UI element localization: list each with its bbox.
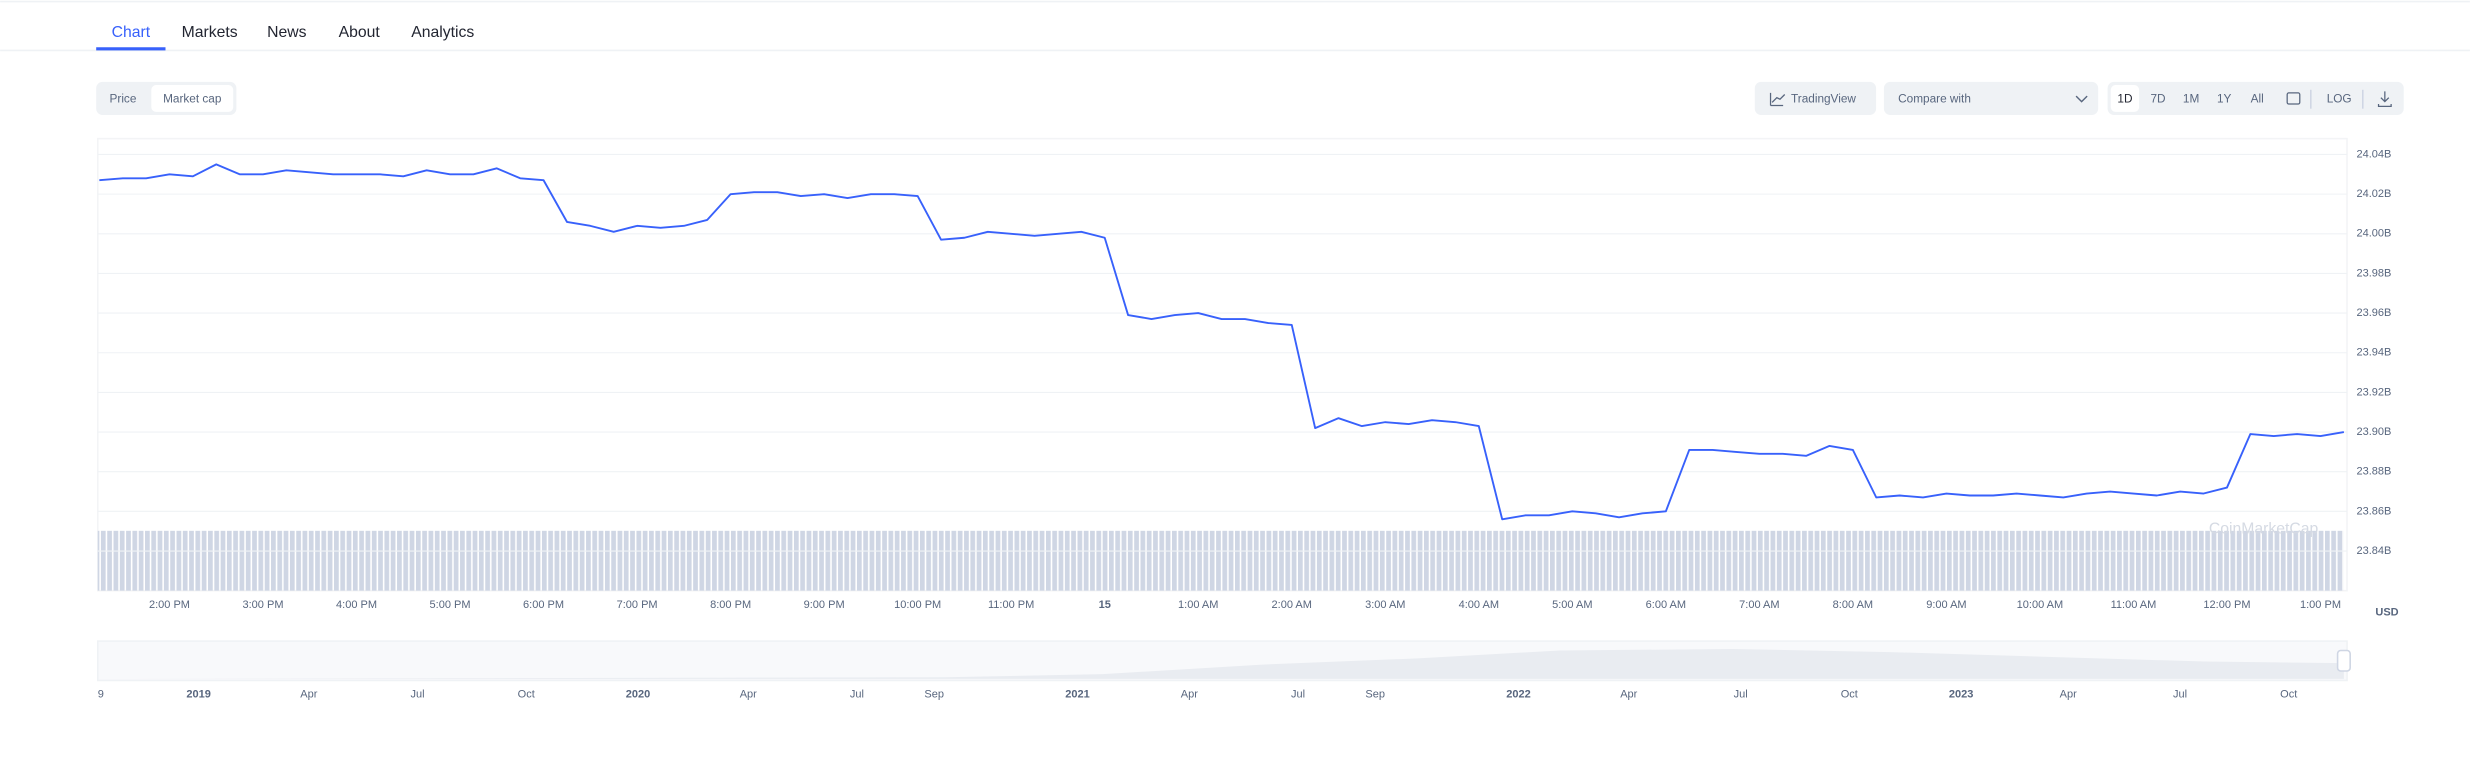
tradingview-label[interactable]: TradingView (1791, 91, 1856, 105)
y-tick-label: 23.96B (2356, 307, 2391, 319)
toggle-active (151, 85, 234, 112)
x-tick-label: 10:00 AM (2017, 599, 2064, 611)
y-tick-label: 23.98B (2356, 267, 2391, 279)
x-tick-label: 7:00 AM (1739, 599, 1779, 611)
x-tick-label: 9:00 PM (804, 599, 845, 611)
y-unit: USD (2375, 607, 2398, 619)
range-button[interactable]: 1Y (2217, 91, 2232, 105)
chart-icon (1769, 92, 1786, 107)
navigator-handle[interactable] (2336, 649, 2351, 672)
x-tick-label: 11:00 AM (2111, 599, 2157, 611)
navigator-label: Oct (518, 689, 535, 701)
navigator-label: 2022 (1506, 689, 1531, 701)
navigator-label: Apr (300, 689, 317, 701)
navigator-label: Jul (1734, 689, 1748, 701)
x-tick-label: 2:00 AM (1272, 599, 1312, 611)
navigator-label: Sep (924, 689, 944, 701)
x-tick-label: 6:00 PM (523, 599, 564, 611)
x-tick-label: 6:00 AM (1646, 599, 1686, 611)
x-tick-label: 5:00 AM (1552, 599, 1592, 611)
range-button[interactable]: All (2251, 91, 2264, 105)
tab-bar: Chart Markets News About Analytics (96, 24, 474, 51)
x-tick-label: 4:00 AM (1459, 599, 1499, 611)
y-tick-label: 24.04B (2356, 148, 2391, 160)
x-tick-label: 9:00 AM (1926, 599, 1966, 611)
range-button[interactable]: 1D (2117, 91, 2132, 105)
range-active (2110, 85, 2140, 112)
navigator-label: 2020 (626, 689, 651, 701)
compare-label[interactable]: Compare with (1898, 91, 1971, 105)
navigator-label: Apr (2060, 689, 2077, 701)
navigator-label: Apr (1181, 689, 1198, 701)
log-button[interactable]: LOG (2327, 91, 2352, 105)
navigator-label: Jul (2173, 689, 2187, 701)
x-tick-label: 8:00 AM (1833, 599, 1873, 611)
y-tick-label: 23.92B (2356, 386, 2391, 398)
plot: 24.04B 24.02B 24.00B 23.98B 23.96B 23.94B 23.9… (97, 148, 2391, 611)
toggle-price[interactable]: Price (110, 91, 137, 105)
tradingview-button[interactable] (1754, 81, 1877, 115)
tab[interactable]: Markets (182, 24, 238, 41)
y-tick-label: 23.86B (2356, 505, 2391, 517)
x-tick-label: 10:00 PM (894, 599, 941, 611)
y-tick-label: 24.02B (2356, 188, 2391, 200)
x-tick-label: 12:00 PM (2203, 599, 2250, 611)
navigator-label: Jul (1291, 689, 1305, 701)
x-tick-label: 11:00 PM (988, 599, 1034, 611)
toggle-market-cap[interactable]: Market cap (163, 91, 222, 105)
tab[interactable]: About (339, 24, 381, 41)
navigator-label: Apr (1620, 689, 1637, 701)
plot-frame (96, 137, 2348, 592)
x-tick-label: 3:00 AM (1365, 599, 1405, 611)
x-tick-label: 5:00 PM (430, 599, 471, 611)
watermark: CoinMarketCap (2209, 520, 2319, 537)
tab[interactable]: Chart (112, 24, 151, 41)
y-tick-label: 23.84B (2356, 545, 2391, 557)
x-tick-label: 1:00 PM (2300, 599, 2341, 611)
navigator-label: Sep (1365, 689, 1385, 701)
navigator-area (97, 648, 2344, 679)
navigator-axis: 9 2019 Apr Jul Oct 2020 Apr Jul Sep 2021 Apr Jul Sep… (98, 689, 2298, 701)
range-group (2107, 81, 2404, 115)
tab-underline (96, 47, 166, 51)
y-tick-label: 23.88B (2356, 466, 2391, 478)
x-tick-label: 1:00 AM (1178, 599, 1218, 611)
navigator-label: Oct (1841, 689, 1858, 701)
range-button[interactable]: 1M (2183, 91, 2199, 105)
dropdown-arrow (2075, 95, 2088, 103)
x-tick-label: 15 (1099, 599, 1111, 611)
y-tick-label: 23.94B (2356, 347, 2391, 359)
x-tick-label: 2:00 PM (149, 599, 190, 611)
x-tick-label: 3:00 PM (242, 599, 283, 611)
range-button[interactable]: 7D (2150, 91, 2165, 105)
price-line (99, 163, 2345, 521)
volume-bars (97, 530, 2344, 591)
x-tick-label: 7:00 PM (617, 599, 658, 611)
y-tick-label: 23.90B (2356, 426, 2391, 438)
calendar-icon[interactable] (2286, 92, 2301, 105)
compare-select[interactable] (1883, 81, 2099, 115)
range-buttons: 1D 7D 1M 1Y All (2117, 91, 2263, 105)
navigator-label: 2019 (186, 689, 211, 701)
navigator-label: 2023 (1949, 689, 1974, 701)
navigator-label: 2021 (1065, 689, 1090, 701)
y-tick-label: 24.00B (2356, 228, 2391, 240)
navigator-label: 9 (98, 689, 104, 701)
navigator-label: Jul (410, 689, 424, 701)
x-tick-label: 4:00 PM (336, 599, 377, 611)
navigator-label: Jul (850, 689, 864, 701)
navigator-label: Oct (2280, 689, 2297, 701)
download-icon[interactable] (2377, 91, 2392, 107)
tab[interactable]: Analytics (411, 24, 474, 41)
x-tick-label: 8:00 PM (710, 599, 751, 611)
navigator-label: Apr (740, 689, 757, 701)
tab[interactable]: News (267, 24, 307, 41)
